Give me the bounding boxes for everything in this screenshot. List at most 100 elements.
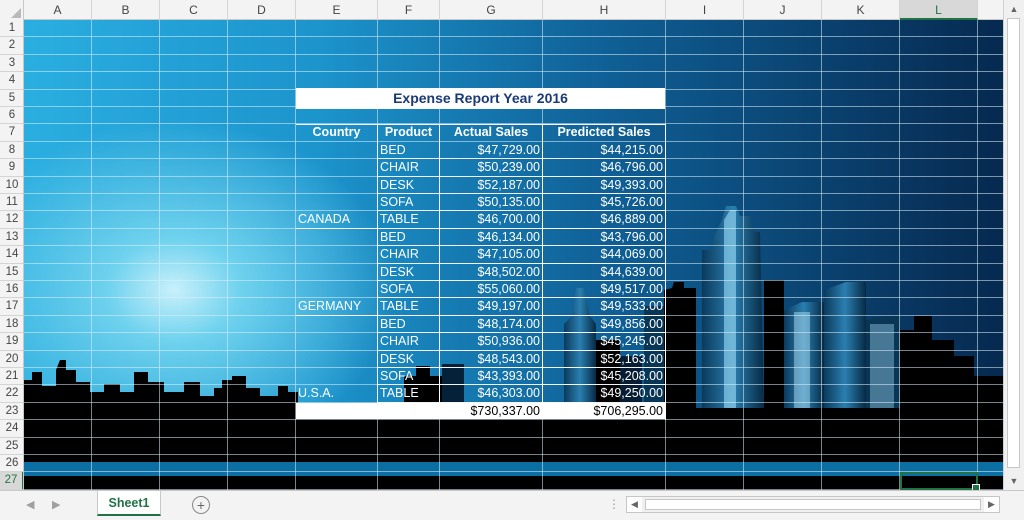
row-header-19[interactable]: 19 <box>0 333 23 351</box>
row-header-26[interactable]: 26 <box>0 455 23 473</box>
row-header-8[interactable]: 8 <box>0 142 23 160</box>
predicted-sales-cell[interactable]: $49,517.00 <box>600 282 663 296</box>
row-header-24[interactable]: 24 <box>0 420 23 438</box>
column-header-e[interactable]: E <box>296 0 378 20</box>
row-header-27[interactable]: 27 <box>0 472 23 490</box>
row-header-17[interactable]: 17 <box>0 298 23 316</box>
row-header-21[interactable]: 21 <box>0 368 23 386</box>
product-cell[interactable]: BED <box>380 229 406 244</box>
actual-sales-cell[interactable]: $46,303.00 <box>477 386 540 401</box>
actual-sales-cell[interactable]: $48,543.00 <box>477 351 540 366</box>
actual-sales-cell[interactable]: $50,135.00 <box>477 195 540 209</box>
row-header-20[interactable]: 20 <box>0 351 23 368</box>
column-header-j[interactable]: J <box>744 0 822 20</box>
product-cell[interactable]: CHAIR <box>380 247 419 262</box>
column-heading-3[interactable]: Predicted Sales <box>557 125 651 140</box>
predicted-sales-cell[interactable]: $46,796.00 <box>600 160 663 175</box>
predicted-sales-cell[interactable]: $44,069.00 <box>600 247 663 262</box>
row-header-18[interactable]: 18 <box>0 316 23 334</box>
row-header-9[interactable]: 9 <box>0 159 23 177</box>
row-header-11[interactable]: 11 <box>0 194 23 212</box>
product-cell[interactable]: DESK <box>380 177 415 192</box>
predicted-sales-cell[interactable]: $52,163.00 <box>600 351 663 366</box>
vertical-scrollbar[interactable]: ▲ ▼ <box>1003 0 1024 490</box>
row-header-12[interactable]: 12 <box>0 211 23 229</box>
actual-sales-cell[interactable]: $52,187.00 <box>477 177 540 192</box>
horizontal-scroll-thumb[interactable] <box>645 499 981 510</box>
column-heading-2[interactable]: Actual Sales <box>453 125 529 140</box>
horizontal-scrollbar[interactable]: ◀ ▶ <box>626 496 1000 513</box>
product-cell[interactable]: CHAIR <box>380 334 419 349</box>
row-header-1[interactable]: 1 <box>0 20 23 38</box>
triangle-right-icon[interactable]: ▶ <box>52 499 61 511</box>
row-header-23[interactable]: 23 <box>0 403 23 421</box>
column-header-d[interactable]: D <box>228 0 296 20</box>
row-header-15[interactable]: 15 <box>0 264 23 281</box>
row-header-2[interactable]: 2 <box>0 37 23 55</box>
product-cell[interactable]: SOFA <box>380 195 414 209</box>
row-header-5[interactable]: 5 <box>0 90 23 107</box>
column-header-a[interactable]: A <box>24 0 92 20</box>
country-cell[interactable]: CANADA <box>298 212 351 227</box>
column-header-i[interactable]: I <box>666 0 744 20</box>
triangle-left-icon[interactable]: ◀ <box>26 499 35 511</box>
predicted-sales-cell[interactable]: $45,245.00 <box>600 334 663 349</box>
row-header-25[interactable]: 25 <box>0 438 23 455</box>
actual-sales-cell[interactable]: $47,105.00 <box>477 247 540 262</box>
predicted-sales-cell[interactable]: $49,533.00 <box>600 299 663 314</box>
column-header-k[interactable]: K <box>822 0 900 20</box>
actual-sales-cell[interactable]: $46,134.00 <box>477 229 540 244</box>
triangle-down-icon[interactable]: ▼ <box>1009 476 1019 486</box>
predicted-sales-cell[interactable]: $49,250.00 <box>600 386 663 401</box>
row-header-13[interactable]: 13 <box>0 229 23 247</box>
sheet-tab-sheet1[interactable]: Sheet1 <box>97 491 161 516</box>
triangle-up-icon[interactable]: ▲ <box>1009 4 1019 14</box>
predicted-sales-cell[interactable]: $44,639.00 <box>600 264 663 279</box>
row-header-14[interactable]: 14 <box>0 246 23 264</box>
column-header-b[interactable]: B <box>92 0 160 20</box>
total-actual-sales[interactable]: $730,337.00 <box>440 402 542 420</box>
actual-sales-cell[interactable]: $48,174.00 <box>477 316 540 331</box>
product-cell[interactable]: DESK <box>380 264 415 279</box>
active-cell-cursor[interactable] <box>900 472 980 490</box>
column-header-l[interactable]: L <box>900 0 978 20</box>
predicted-sales-cell[interactable]: $44,215.00 <box>600 142 663 157</box>
vertical-scroll-thumb[interactable] <box>1007 18 1020 468</box>
row-header-16[interactable]: 16 <box>0 281 23 299</box>
ellipsis-vertical-icon[interactable]: ⋮ <box>608 497 620 511</box>
actual-sales-cell[interactable]: $49,197.00 <box>477 299 540 314</box>
row-header-22[interactable]: 22 <box>0 385 23 403</box>
predicted-sales-cell[interactable]: $46,889.00 <box>600 212 663 227</box>
predicted-sales-cell[interactable]: $45,208.00 <box>600 369 663 383</box>
product-cell[interactable]: CHAIR <box>380 160 419 175</box>
actual-sales-cell[interactable]: $48,502.00 <box>477 264 540 279</box>
actual-sales-cell[interactable]: $50,936.00 <box>477 334 540 349</box>
product-cell[interactable]: BED <box>380 142 406 157</box>
product-cell[interactable]: SOFA <box>380 369 414 383</box>
country-cell[interactable]: GERMANY <box>298 299 362 314</box>
row-header-6[interactable]: 6 <box>0 107 23 125</box>
actual-sales-cell[interactable]: $50,239.00 <box>477 160 540 175</box>
predicted-sales-cell[interactable]: $43,796.00 <box>600 229 663 244</box>
predicted-sales-cell[interactable]: $49,856.00 <box>600 316 663 331</box>
worksheet-grid[interactable]: Expense Report Year 2016 Country Product Ac… <box>24 20 1003 490</box>
column-header-c[interactable]: C <box>160 0 228 20</box>
product-cell[interactable]: TABLE <box>380 299 419 314</box>
product-cell[interactable]: TABLE <box>380 386 419 401</box>
row-header-3[interactable]: 3 <box>0 55 23 73</box>
actual-sales-cell[interactable]: $55,060.00 <box>477 282 540 296</box>
product-cell[interactable]: BED <box>380 316 406 331</box>
predicted-sales-cell[interactable]: $49,393.00 <box>600 177 663 192</box>
column-header-f[interactable]: F <box>378 0 440 20</box>
column-header-h[interactable]: H <box>543 0 666 20</box>
triangle-left-icon[interactable]: ◀ <box>627 497 642 512</box>
report-title[interactable]: Expense Report Year 2016 <box>296 87 665 109</box>
total-predicted-sales[interactable]: $706,295.00 <box>543 402 665 420</box>
actual-sales-cell[interactable]: $46,700.00 <box>477 212 540 227</box>
row-header-7[interactable]: 7 <box>0 124 23 142</box>
actual-sales-cell[interactable]: $43,393.00 <box>477 369 540 383</box>
product-cell[interactable]: SOFA <box>380 282 414 296</box>
triangle-right-icon[interactable]: ▶ <box>984 497 999 512</box>
column-header-g[interactable]: G <box>440 0 543 20</box>
product-cell[interactable]: DESK <box>380 351 415 366</box>
